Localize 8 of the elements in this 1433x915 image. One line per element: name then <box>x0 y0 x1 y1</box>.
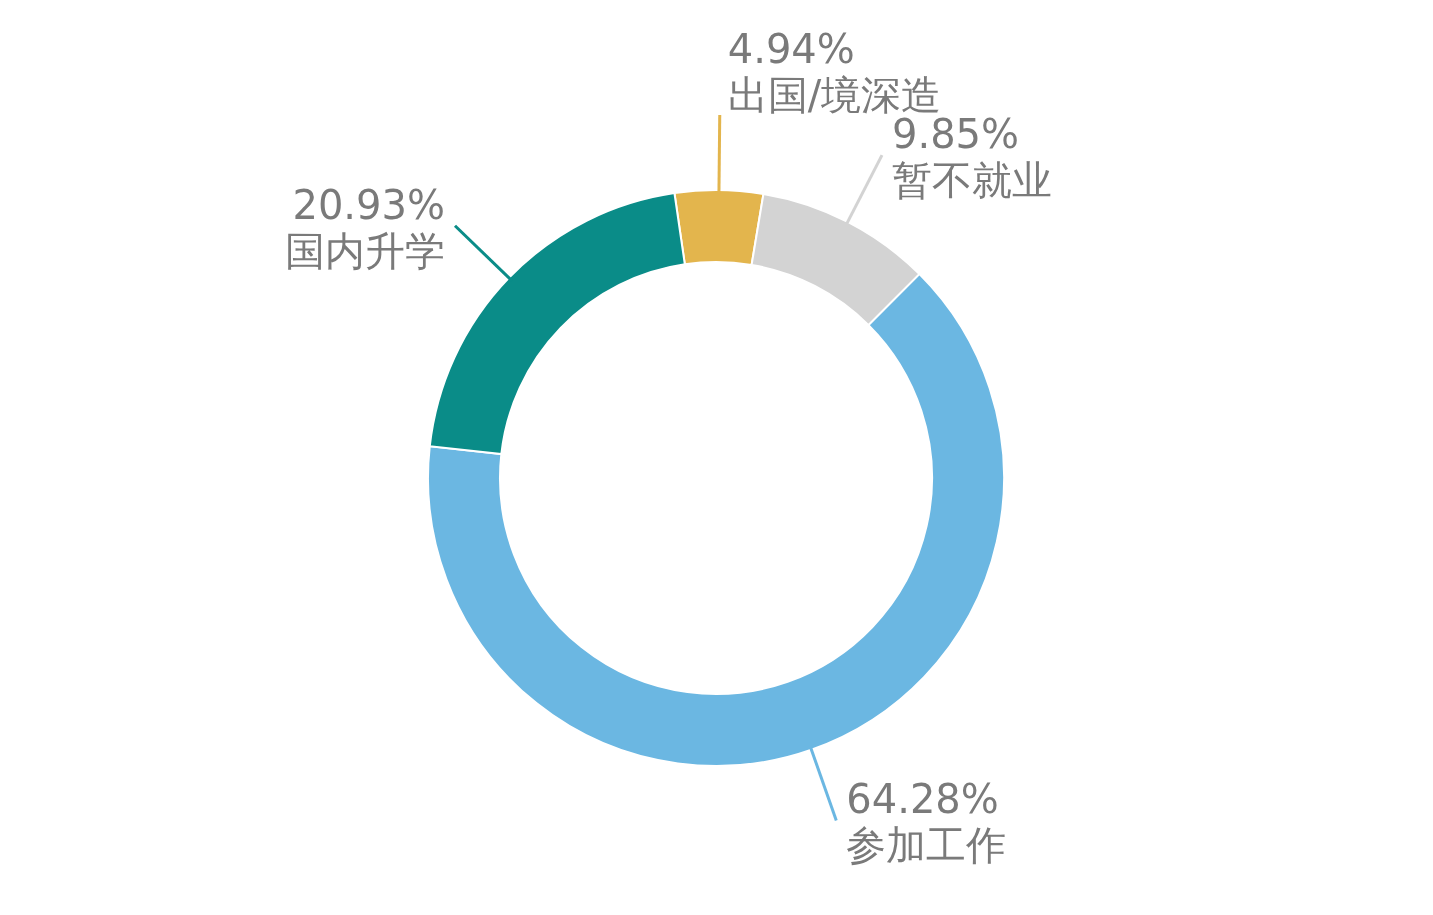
slice-label: 国内升学 <box>284 227 445 274</box>
donut-slice <box>673 189 765 266</box>
slice-label: 参加工作 <box>846 822 1007 869</box>
data-label: 64.28% <box>846 776 999 823</box>
data-label: 4.94% <box>727 26 855 73</box>
donut-slice <box>427 273 1005 767</box>
slice-label: 暂不就业 <box>892 157 1053 204</box>
data-label: 20.93% <box>292 181 445 228</box>
